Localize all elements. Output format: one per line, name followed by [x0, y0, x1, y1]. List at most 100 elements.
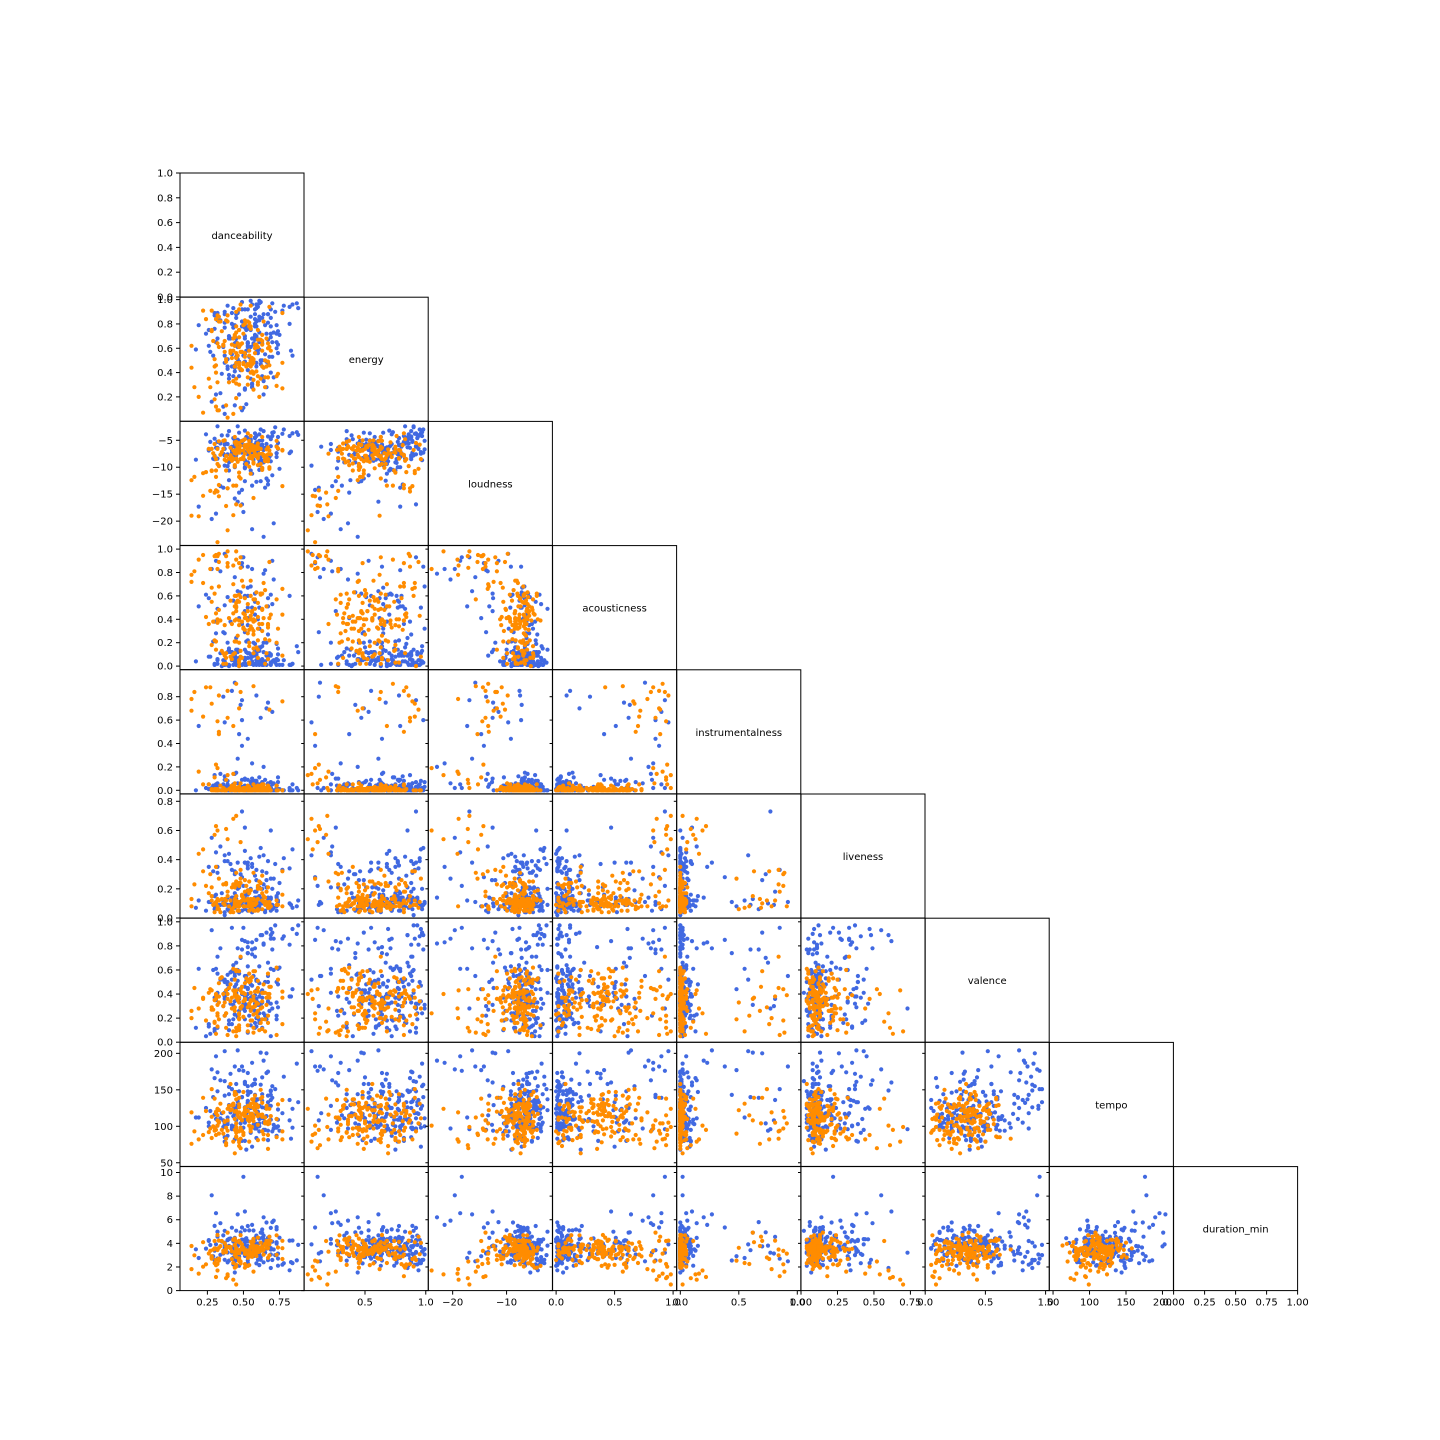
y-tick-label: 1.0	[157, 169, 173, 180]
point-series-2	[241, 362, 246, 367]
point-series-2	[247, 901, 252, 906]
point-series-2	[401, 561, 406, 566]
point-series-2	[411, 593, 416, 599]
point-series-1	[613, 723, 618, 729]
point-series-1	[203, 908, 209, 913]
point-series-2	[203, 883, 209, 889]
point-series-2	[260, 782, 265, 787]
point-series-2	[538, 898, 543, 903]
point-series-1	[232, 496, 237, 501]
point-series-2	[325, 502, 330, 507]
point-series-1	[229, 867, 234, 873]
point-series-2	[229, 783, 234, 788]
point-series-2	[248, 324, 253, 329]
point-series-2	[225, 486, 230, 491]
point-series-2	[494, 901, 499, 906]
point-series-1	[242, 848, 247, 854]
point-series-1	[501, 775, 506, 780]
point-series-2	[213, 404, 219, 409]
point-series-2	[247, 891, 252, 896]
point-series-1	[396, 638, 402, 643]
point-series-2	[530, 597, 536, 602]
point-series-2	[515, 902, 521, 908]
point-series-1	[251, 640, 256, 645]
point-series-2	[578, 904, 583, 909]
point-series-2	[237, 623, 242, 628]
point-series-2	[274, 640, 279, 645]
point-series-1	[242, 466, 247, 471]
point-series-1	[258, 715, 263, 720]
point-series-2	[313, 566, 318, 572]
y-tick-label: −10	[152, 463, 173, 474]
point-series-2	[325, 813, 330, 819]
point-series-2	[494, 882, 499, 887]
point-series-1	[235, 756, 240, 761]
panel-acousticness-vs-acousticness: acousticness	[552, 545, 678, 671]
point-series-1	[506, 720, 511, 725]
point-series-2	[668, 773, 673, 778]
point-series-1	[657, 743, 662, 748]
point-series-2	[265, 341, 271, 346]
point-series-1	[235, 424, 240, 429]
point-series-2	[378, 645, 383, 650]
point-series-2	[221, 438, 226, 443]
point-series-2	[485, 869, 490, 874]
point-series-1	[381, 585, 386, 590]
point-series-2	[341, 620, 346, 625]
point-series-1	[274, 340, 279, 345]
point-series-1	[413, 555, 419, 560]
point-series-2	[499, 614, 504, 620]
point-series-2	[347, 597, 352, 602]
point-series-2	[274, 438, 279, 443]
point-series-1	[465, 898, 470, 903]
point-series-1	[535, 659, 540, 664]
point-series-2	[263, 375, 268, 380]
point-series-1	[366, 558, 371, 563]
point-series-1	[366, 473, 371, 478]
point-series-2	[398, 584, 403, 589]
point-series-1	[317, 496, 323, 501]
point-series-2	[586, 888, 592, 893]
point-series-1	[275, 646, 281, 651]
point-series-2	[633, 729, 638, 734]
point-series-1	[398, 908, 403, 913]
point-series-2	[263, 588, 268, 593]
point-series-2	[372, 640, 377, 645]
point-series-2	[355, 896, 360, 902]
point-series-2	[201, 869, 206, 874]
point-series-1	[208, 349, 213, 354]
point-series-2	[664, 777, 669, 782]
point-series-2	[406, 693, 411, 698]
point-series-1	[571, 775, 576, 780]
point-series-2	[209, 585, 214, 590]
point-series-2	[235, 445, 240, 450]
point-series-1	[252, 312, 258, 317]
point-series-2	[349, 626, 354, 631]
point-series-2	[500, 585, 505, 590]
point-series-1	[458, 782, 463, 787]
point-series-2	[393, 623, 398, 628]
point-series-2	[261, 616, 266, 621]
point-series-1	[218, 391, 223, 396]
point-series-1	[519, 564, 524, 569]
point-series-1	[296, 650, 301, 655]
point-series-2	[393, 896, 398, 902]
point-series-2	[252, 908, 258, 913]
point-series-1	[418, 605, 423, 610]
point-series-2	[515, 661, 521, 666]
point-series-2	[234, 681, 239, 686]
point-series-2	[350, 864, 355, 870]
point-series-2	[280, 586, 285, 592]
y-tick-label: 0.6	[157, 344, 173, 355]
point-series-2	[310, 782, 315, 787]
point-series-1	[328, 782, 333, 787]
point-series-2	[242, 451, 247, 456]
point-series-1	[557, 845, 562, 851]
point-series-2	[626, 782, 631, 787]
point-series-2	[247, 661, 252, 666]
point-series-2	[201, 580, 206, 586]
point-series-1	[250, 566, 255, 572]
point-series-1	[484, 777, 489, 782]
point-series-2	[494, 706, 499, 711]
point-series-1	[398, 568, 403, 573]
